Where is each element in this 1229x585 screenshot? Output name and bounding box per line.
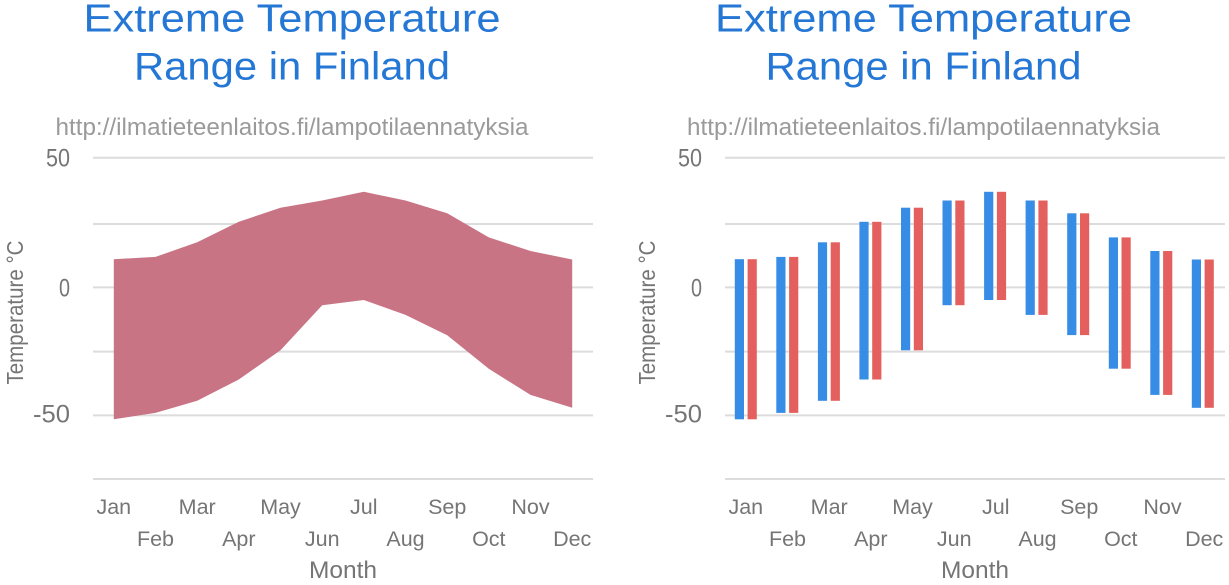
svg-text:Extreme Temperature: Extreme Temperature (84, 0, 501, 41)
svg-text:Temperature °C: Temperature °C (2, 241, 28, 385)
svg-text:Feb: Feb (137, 527, 174, 551)
svg-text:Jun: Jun (937, 527, 972, 551)
svg-text:Oct: Oct (1104, 527, 1137, 551)
svg-text:Dec: Dec (1185, 527, 1223, 551)
svg-text:Dec: Dec (553, 527, 591, 551)
svg-text:0: 0 (691, 274, 702, 302)
svg-text:Mar: Mar (179, 495, 216, 519)
svg-text:Sep: Sep (1060, 495, 1098, 519)
svg-text:http://ilmatieteenlaitos.fi/la: http://ilmatieteenlaitos.fi/lampotilaenn… (687, 114, 1161, 141)
svg-text:Jul: Jul (350, 495, 377, 519)
svg-text:Jan: Jan (96, 495, 131, 519)
svg-text:-50: -50 (665, 401, 702, 429)
svg-text:-50: -50 (33, 401, 70, 429)
svg-text:Jan: Jan (728, 495, 763, 519)
svg-text:Range in Finland: Range in Finland (134, 46, 450, 89)
svg-text:Apr: Apr (222, 527, 255, 551)
svg-text:Month: Month (309, 557, 377, 584)
svg-text:Extreme Temperature: Extreme Temperature (715, 0, 1132, 41)
svg-text:Sep: Sep (428, 495, 466, 519)
svg-text:Aug: Aug (1018, 527, 1056, 551)
svg-text:Aug: Aug (386, 527, 424, 551)
svg-text:Month: Month (941, 557, 1009, 584)
svg-text:Jun: Jun (305, 527, 340, 551)
svg-text:50: 50 (678, 145, 702, 173)
svg-text:Jul: Jul (982, 495, 1009, 519)
svg-text:Oct: Oct (472, 527, 505, 551)
svg-text:May: May (892, 495, 933, 519)
svg-text:http://ilmatieteenlaitos.fi/la: http://ilmatieteenlaitos.fi/lampotilaenn… (56, 114, 530, 141)
svg-text:0: 0 (59, 274, 70, 302)
svg-text:Feb: Feb (769, 527, 806, 551)
svg-text:Mar: Mar (811, 495, 848, 519)
svg-text:Nov: Nov (511, 495, 549, 519)
svg-text:Range in Finland: Range in Finland (766, 46, 1082, 89)
svg-text:Apr: Apr (854, 527, 887, 551)
svg-text:Temperature °C: Temperature °C (634, 241, 660, 385)
svg-text:Nov: Nov (1143, 495, 1181, 519)
svg-text:50: 50 (46, 145, 70, 173)
svg-text:May: May (260, 495, 301, 519)
